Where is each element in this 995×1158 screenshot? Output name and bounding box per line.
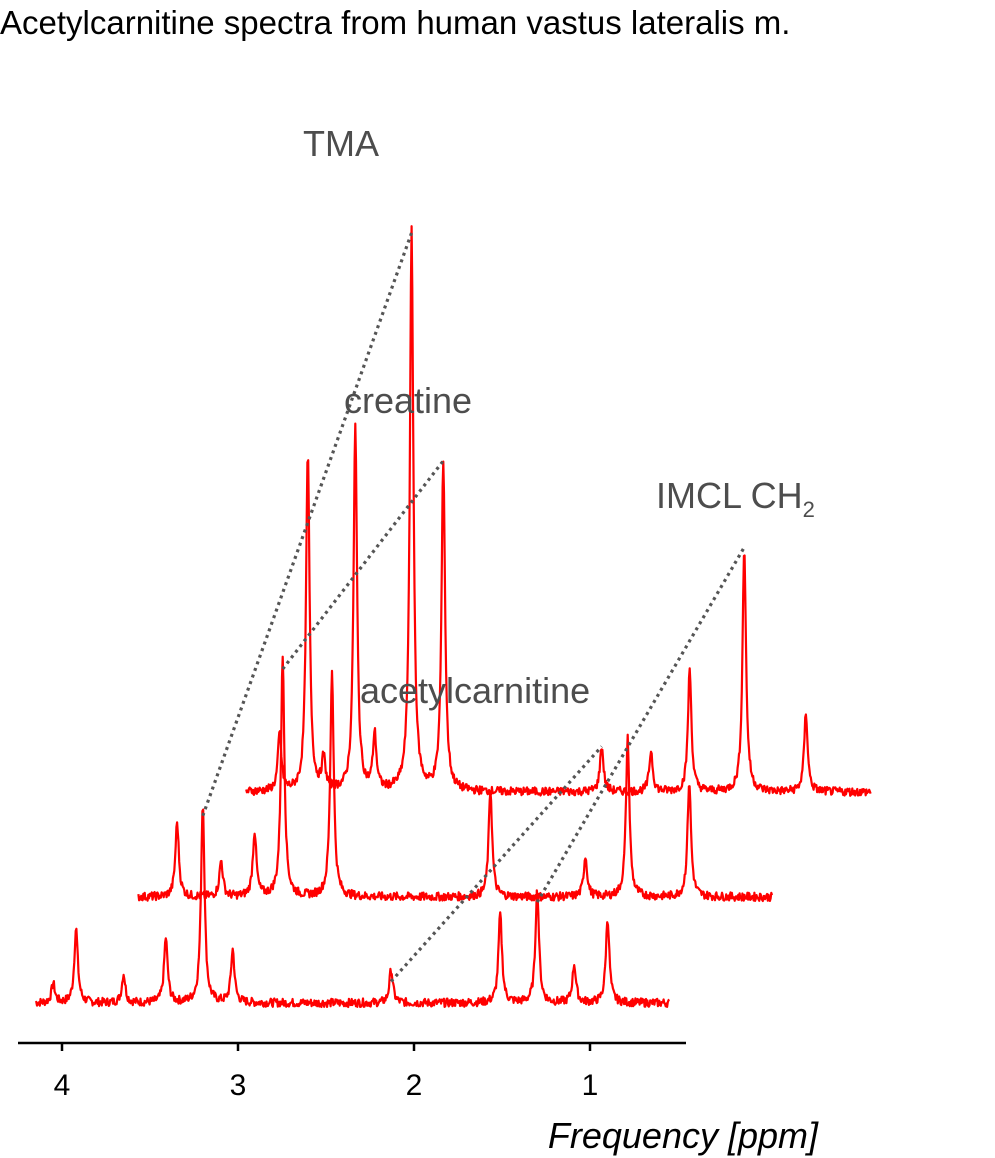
connector-layer [201,232,746,983]
x-tick-layer: 4 3 2 1 [54,1043,599,1102]
annotation-creatine: creatine [344,380,472,421]
x-tick-label-1: 1 [582,1069,599,1102]
series-layer [34,225,872,1009]
annotation-tma: TMA [303,123,379,164]
spectrum-line-1 [34,808,671,1009]
annotation-imcl-ch2: IMCL CH2 [656,475,815,522]
x-tick-label-4: 4 [54,1069,71,1102]
connector-tma [201,232,414,817]
connector-creatine [281,459,445,670]
x-axis-label: Frequency [ppm] [548,1115,819,1156]
spectrum-line-2 [137,655,774,903]
chart-title: Acetylcarnitine spectra from human vastu… [0,4,791,41]
spectrum-line-3 [245,225,872,797]
annotation-acetylcarnitine: acetylcarnitine [360,670,590,711]
connector-acetylcarnitine [389,745,603,983]
annotation-imcl-ch2-subscript: 2 [803,497,815,522]
annotation-imcl-ch2-main: IMCL CH [656,475,803,516]
x-tick-label-2: 2 [406,1069,423,1102]
x-tick-label-3: 3 [230,1069,247,1102]
connector-imcl-ch2 [535,546,746,904]
